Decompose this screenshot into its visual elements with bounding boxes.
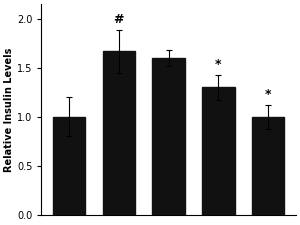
Bar [252, 117, 284, 215]
Bar [152, 58, 185, 215]
Bar [53, 117, 85, 215]
Text: *: * [265, 88, 271, 101]
Bar [202, 88, 235, 215]
Bar [103, 51, 135, 215]
Text: *: * [215, 58, 222, 71]
Text: #: # [114, 13, 124, 26]
Y-axis label: Relative Insulin Levels: Relative Insulin Levels [4, 47, 14, 172]
